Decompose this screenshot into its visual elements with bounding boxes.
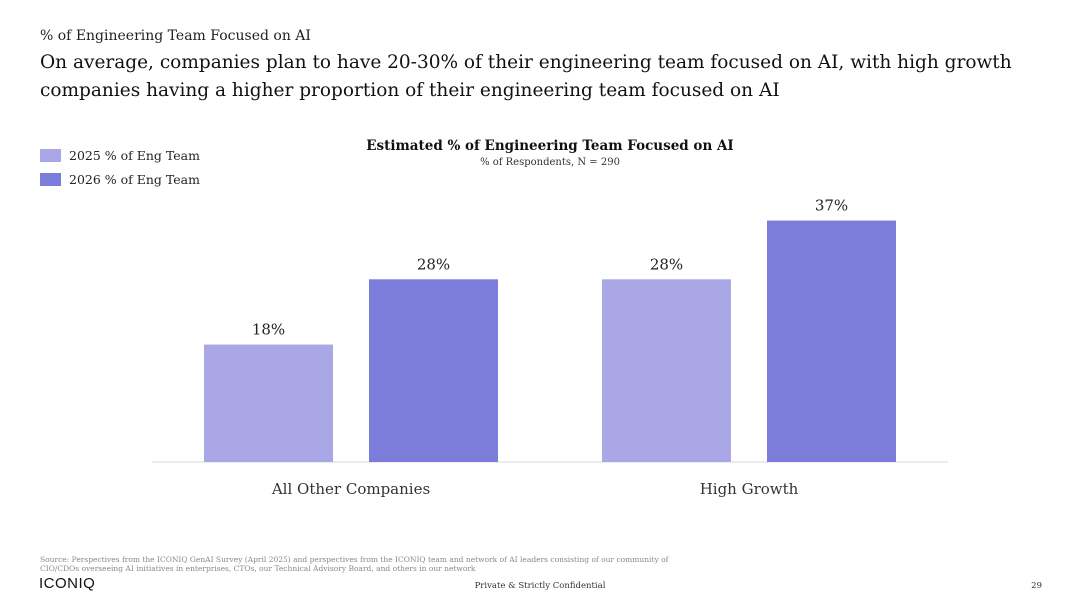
page-number: 29 (1031, 581, 1042, 591)
chart-title: Estimated % of Engineering Team Focused … (366, 138, 734, 154)
source-note: Source: Perspectives from the ICONIQ Gen… (40, 555, 669, 573)
bar-2025-all-other (204, 344, 333, 462)
legend-item-2025: 2025 % of Eng Team (40, 143, 200, 167)
confidential-label: Private & Strictly Confidential (474, 581, 606, 591)
category-label: All Other Companies (271, 480, 430, 498)
data-label: 28% (417, 255, 450, 273)
page-kicker: % of Engineering Team Focused on AI (40, 28, 311, 44)
legend-swatch-2026 (40, 172, 61, 186)
bar-2026-all-other (369, 279, 498, 462)
data-label: 37% (815, 197, 848, 215)
chart-subtitle: % of Respondents, N = 290 (480, 157, 620, 168)
page-headline: On average, companies plan to have 20-30… (40, 52, 1012, 101)
data-label: 18% (252, 321, 285, 339)
legend: 2025 % of Eng Team 2026 % of Eng Team (40, 143, 200, 191)
legend-item-2026: 2026 % of Eng Team (40, 167, 200, 191)
bar-2026-high-growth (767, 220, 896, 462)
data-label: 28% (650, 255, 683, 273)
category-label: High Growth (700, 480, 799, 498)
legend-label-2025: 2025 % of Eng Team (69, 147, 200, 163)
legend-swatch-2025 (40, 148, 61, 162)
iconiq-logo: ICONIQ (39, 575, 96, 592)
bar-2025-high-growth (602, 279, 731, 462)
legend-label-2026: 2026 % of Eng Team (69, 171, 200, 187)
